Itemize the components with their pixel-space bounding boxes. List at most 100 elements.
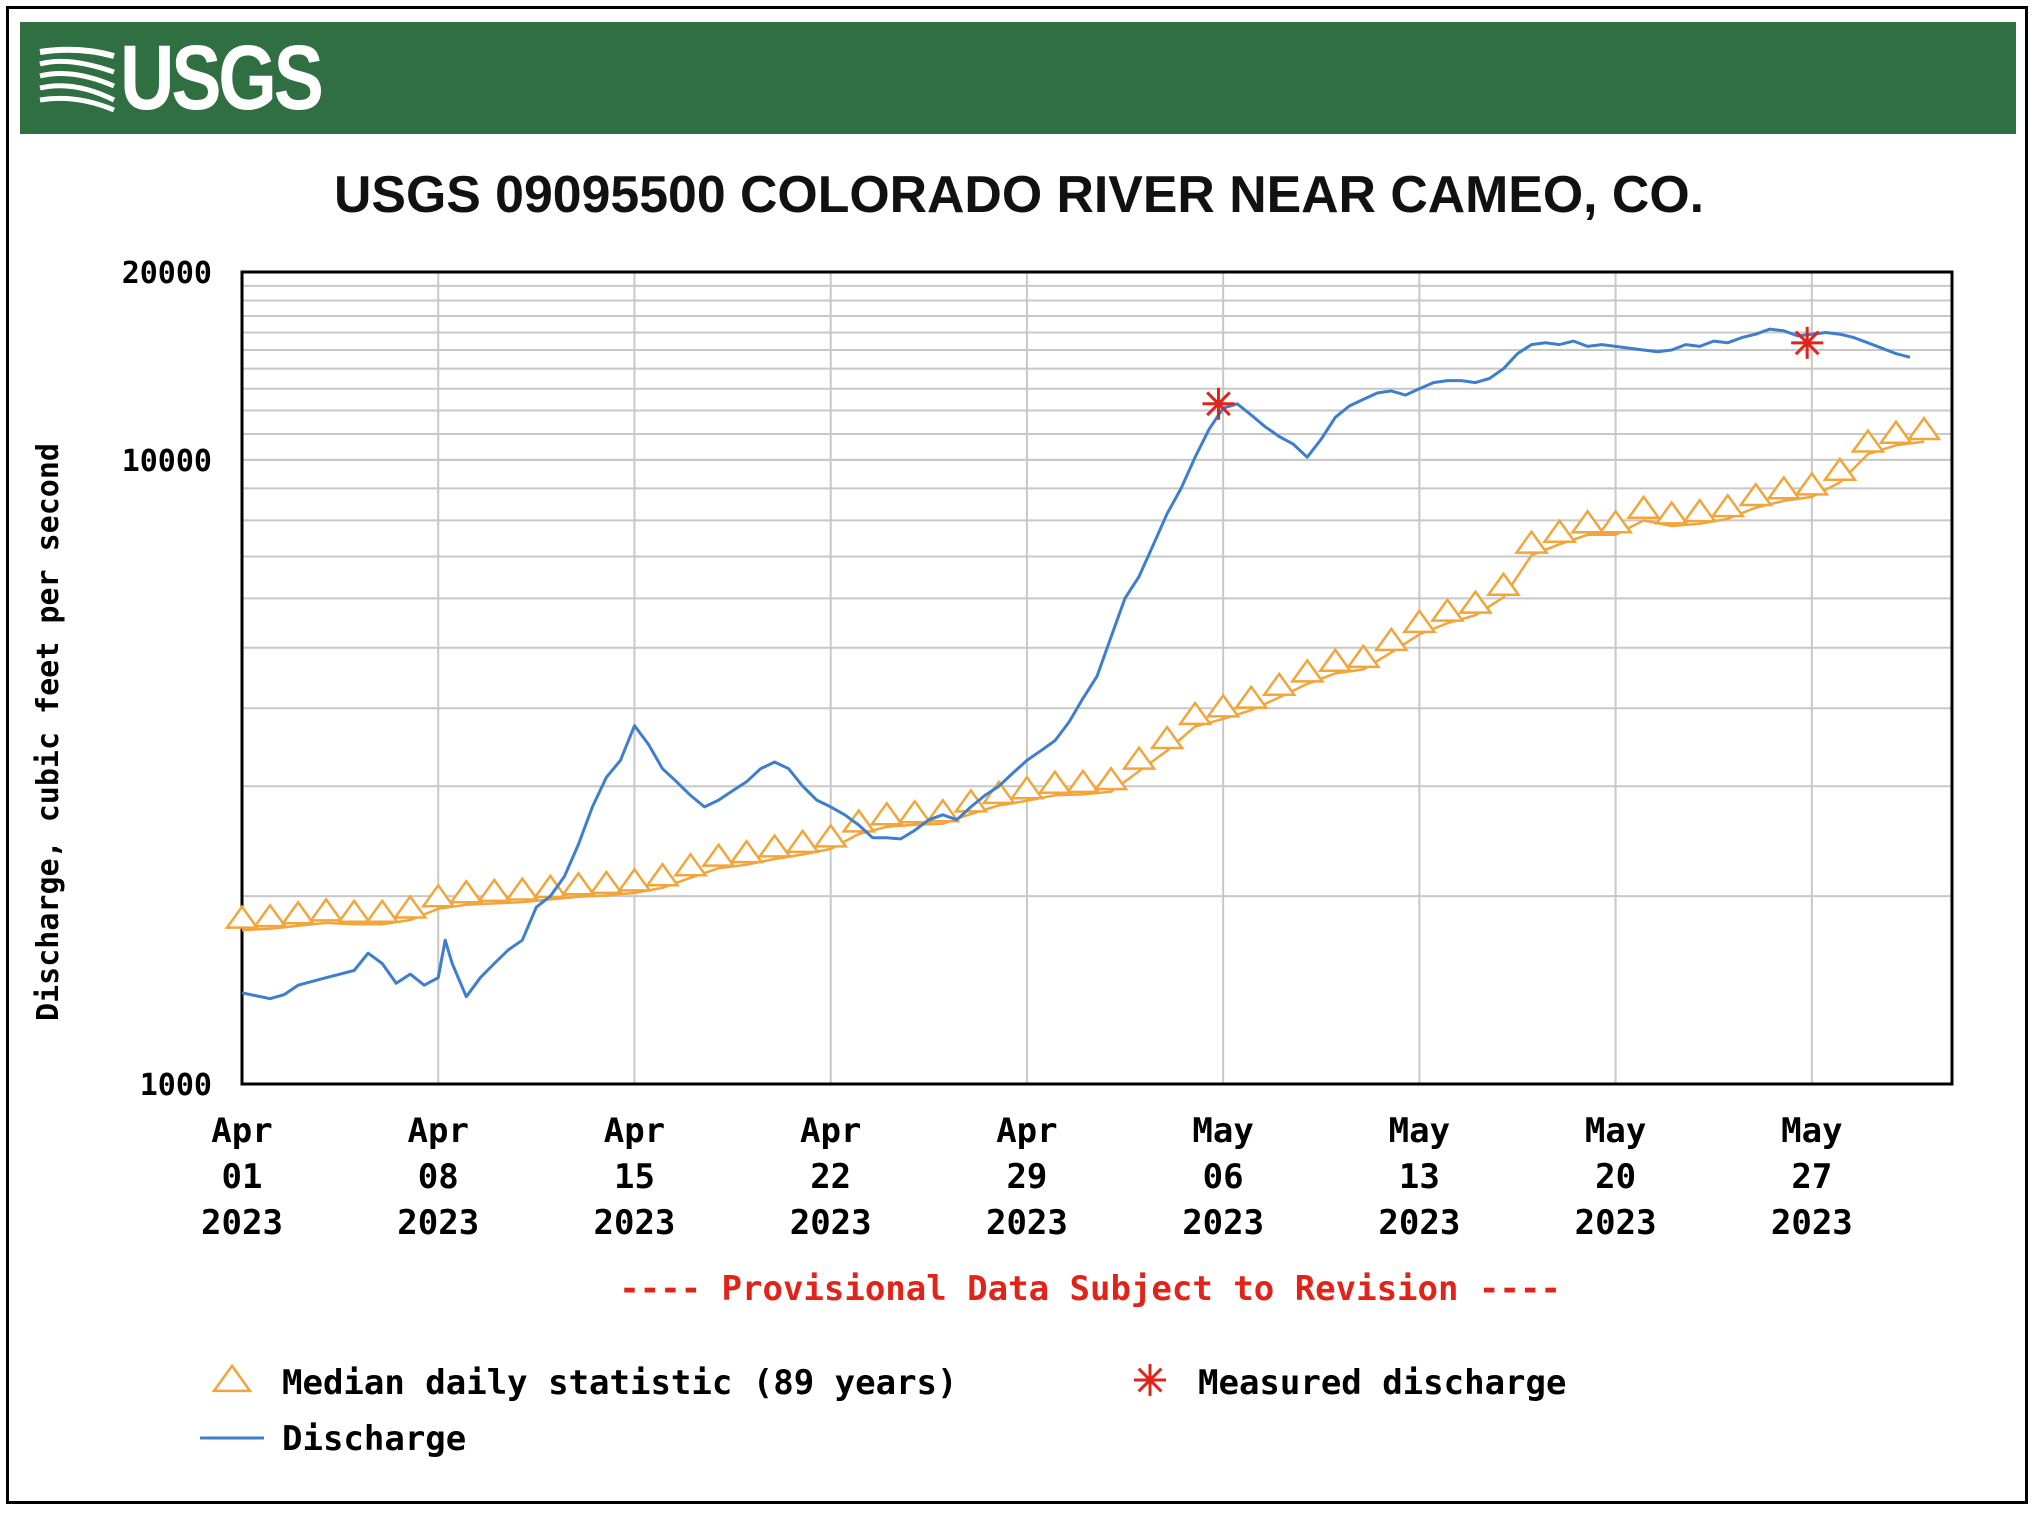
median-triangle-marker (448, 879, 484, 904)
plot-border (240, 270, 1954, 1086)
median-triangle-marker (897, 799, 933, 824)
measured-series (1202, 326, 1824, 420)
x-tick-label: 2023 (1182, 1203, 1264, 1243)
x-tick-label: 08 (418, 1157, 459, 1197)
x-tick-label: 2023 (1575, 1203, 1657, 1243)
legend-item: Median daily statistic (89 years) (211, 1363, 958, 1403)
median-triangle-marker (1738, 481, 1774, 507)
median-triangle-marker (1570, 509, 1606, 534)
x-tick-label: 2023 (201, 1203, 283, 1243)
median-triangle-marker (1766, 475, 1802, 500)
median-triangle-marker (1373, 626, 1409, 652)
median-triangle-marker (729, 839, 765, 864)
x-tick-label: Apr (604, 1111, 665, 1151)
median-triangle-marker (224, 904, 260, 929)
x-tick-label: 2023 (1378, 1203, 1460, 1243)
usgs-wave-icon (38, 42, 116, 114)
x-tick-label: 2023 (1771, 1203, 1853, 1243)
median-series (224, 415, 1942, 932)
median-triangle-marker (617, 867, 652, 892)
legend: Median daily statistic (89 years) Measure… (200, 1363, 1566, 1459)
x-tick-label: Apr (211, 1111, 272, 1151)
median-triangle-marker (1177, 700, 1213, 726)
legend-label: Discharge (282, 1419, 466, 1459)
legend-item: Discharge (200, 1419, 466, 1459)
legend-label: Measured discharge (1198, 1363, 1566, 1403)
median-triangle-marker (1289, 658, 1325, 683)
x-tick-label: 15 (614, 1157, 655, 1197)
median-triangle-marker (1906, 415, 1942, 441)
x-tick-label: 29 (1006, 1157, 1047, 1197)
median-triangle-marker (869, 801, 905, 826)
legend-item: Measured discharge (1134, 1363, 1566, 1403)
x-tick-label: 20 (1595, 1157, 1636, 1197)
median-triangle-marker (673, 852, 708, 877)
median-triangle-marker (1878, 419, 1914, 444)
median-triangle-marker (392, 894, 428, 919)
median-triangle-marker (1009, 775, 1045, 800)
median-triangle-marker (560, 871, 596, 896)
measured-discharge-stroke (1137, 1367, 1163, 1393)
legend-triangle-icon (211, 1363, 253, 1393)
usgs-logo: USGS (38, 26, 365, 131)
median-triangle-marker (1093, 766, 1129, 791)
median-triangle-marker (841, 808, 877, 833)
median-triangle-marker (1037, 769, 1073, 794)
median-triangle-marker (1598, 509, 1634, 534)
discharge-series (241, 327, 1911, 1001)
median-triangle-marker (1682, 498, 1718, 523)
chart-frame (6, 6, 2028, 1504)
usgs-logo-text: USGS (120, 26, 324, 129)
x-tick-label: 13 (1399, 1157, 1440, 1197)
median-triangle-marker (336, 898, 372, 924)
x-tick-label: May (1781, 1111, 1842, 1151)
median-triangle-marker (1654, 500, 1690, 525)
x-tick-label: May (1192, 1111, 1253, 1151)
median-triangle-marker (1514, 529, 1549, 554)
x-tick-label: May (1585, 1111, 1646, 1151)
median-triangle-marker (757, 833, 793, 858)
median-triangle-marker (1626, 494, 1662, 520)
x-tick-label: May (1389, 1111, 1450, 1151)
measured-discharge-marker (1791, 326, 1824, 359)
x-tick-label: 27 (1791, 1157, 1832, 1197)
x-tick-label: 2023 (986, 1203, 1068, 1243)
median-triangle-marker (1149, 724, 1185, 750)
x-tick-label: 06 (1203, 1157, 1244, 1197)
median-triangle-marker (1345, 643, 1381, 669)
median-triangle-marker (1850, 428, 1886, 453)
median-triangle-marker (1429, 597, 1465, 622)
median-triangle-marker (1822, 456, 1858, 482)
median-triangle-marker (1794, 471, 1830, 496)
provisional-note: ---- Provisional Data Subject to Revisio… (619, 1269, 1561, 1309)
plot-area (240, 270, 1954, 1086)
median-triangle-marker (1317, 647, 1353, 673)
x-axis-ticks: Apr 01 2023 Apr 08 2023 Apr 15 2023 Apr 22 2023 Apr 2… (201, 1111, 1853, 1243)
x-tick-label: 2023 (397, 1203, 479, 1243)
x-tick-label: 2023 (790, 1203, 872, 1243)
x-tick-label: Apr (996, 1111, 1057, 1151)
median-line (241, 440, 1925, 932)
median-triangle-marker (701, 842, 736, 867)
y-tick-label: 1000 (140, 1068, 212, 1103)
series-layer (224, 326, 1942, 1001)
measured-discharge-stroke (1206, 391, 1231, 417)
median-triangle-marker (645, 862, 680, 887)
measured-discharge-marker (1202, 387, 1235, 420)
x-tick-label: 01 (222, 1157, 263, 1197)
usgs-banner: USGS (20, 22, 2016, 134)
median-triangle-marker (364, 898, 400, 924)
median-triangle-marker (252, 903, 288, 928)
median-triangle-marker (1401, 608, 1437, 634)
x-tick-label: Apr (408, 1111, 469, 1151)
median-triangle-marker (588, 869, 624, 895)
legend-label: Median daily statistic (89 years) (282, 1363, 958, 1403)
chart-title: USGS 09095500 COLORADO RIVER NEAR CAMEO,… (334, 166, 1704, 224)
median-triangle-marker (1233, 684, 1269, 709)
median-triangle-marker (280, 900, 316, 925)
median-triangle-marker (1261, 671, 1297, 697)
y-axis-label: Discharge, cubic feet per second (31, 443, 66, 1021)
median-triangle-marker (1542, 518, 1577, 543)
median-triangle-marker (1458, 589, 1493, 614)
